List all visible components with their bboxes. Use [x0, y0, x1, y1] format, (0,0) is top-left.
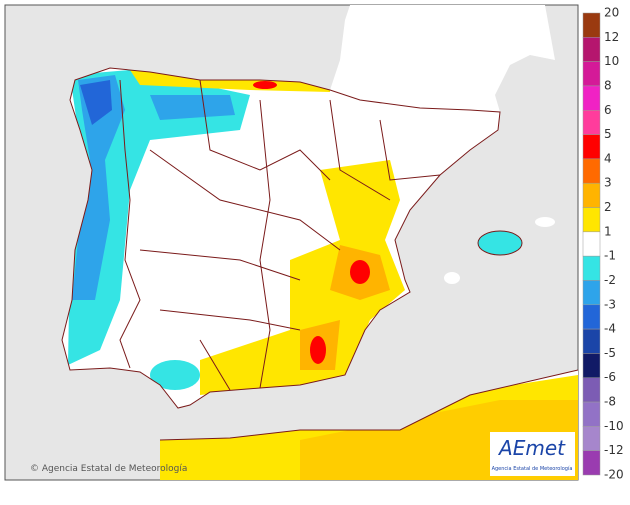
legend-swatch	[582, 377, 601, 403]
legend-label: 3	[604, 176, 612, 190]
borders	[61, 67, 579, 441]
legend-label: -3	[604, 297, 616, 311]
legend-label: -10	[604, 419, 624, 433]
legend-swatch	[582, 231, 601, 257]
legend-label: 10	[604, 54, 619, 68]
legend-label: 8	[604, 78, 612, 92]
legend-swatch	[582, 12, 601, 38]
logo-subtitle: Agencia Estatal de Meteorología	[492, 465, 573, 472]
legend-label: 5	[604, 127, 612, 141]
legend-label: -8	[604, 395, 616, 409]
legend-swatch	[582, 37, 601, 62]
legend-label: 1	[604, 224, 612, 238]
legend-swatch	[582, 280, 601, 306]
legend-swatch	[582, 426, 601, 451]
legend-swatch	[582, 328, 601, 354]
legend-label: 4	[604, 151, 612, 165]
legend-label: -4	[604, 322, 616, 336]
legend-swatch	[582, 158, 601, 184]
legend-swatch	[582, 304, 601, 330]
legend-label: -2	[604, 273, 616, 287]
legend-swatch	[582, 182, 601, 208]
legend-label: 6	[604, 103, 612, 117]
legend-swatch	[582, 207, 601, 233]
legend-swatch	[582, 85, 601, 111]
legend-swatch	[582, 110, 601, 135]
legend-swatch	[582, 134, 601, 160]
legend-label: 2	[604, 200, 612, 214]
legend-label: 20	[604, 6, 619, 20]
copyright: © Agencia Estatal de Meteorología	[30, 464, 187, 474]
legend-label: 12	[604, 30, 619, 44]
legend-swatch	[582, 450, 601, 476]
legend-label: -5	[604, 346, 616, 360]
logo-box	[490, 432, 575, 476]
legend-swatch	[582, 255, 601, 281]
legend-label: -1	[604, 249, 616, 263]
logo: AEmet	[497, 436, 566, 460]
legend-label: -12	[604, 443, 624, 457]
legend-swatch	[582, 61, 601, 87]
legend-swatch	[582, 401, 601, 427]
legend-swatch	[582, 353, 601, 378]
legend-label: -6	[604, 370, 616, 384]
legend: 20 12 10 8 6 5 4 3 2 1 -1 -2 -3 -4 -5 -6 -8 -10 -12 -20	[582, 6, 624, 482]
legend-label: -20	[604, 468, 624, 482]
